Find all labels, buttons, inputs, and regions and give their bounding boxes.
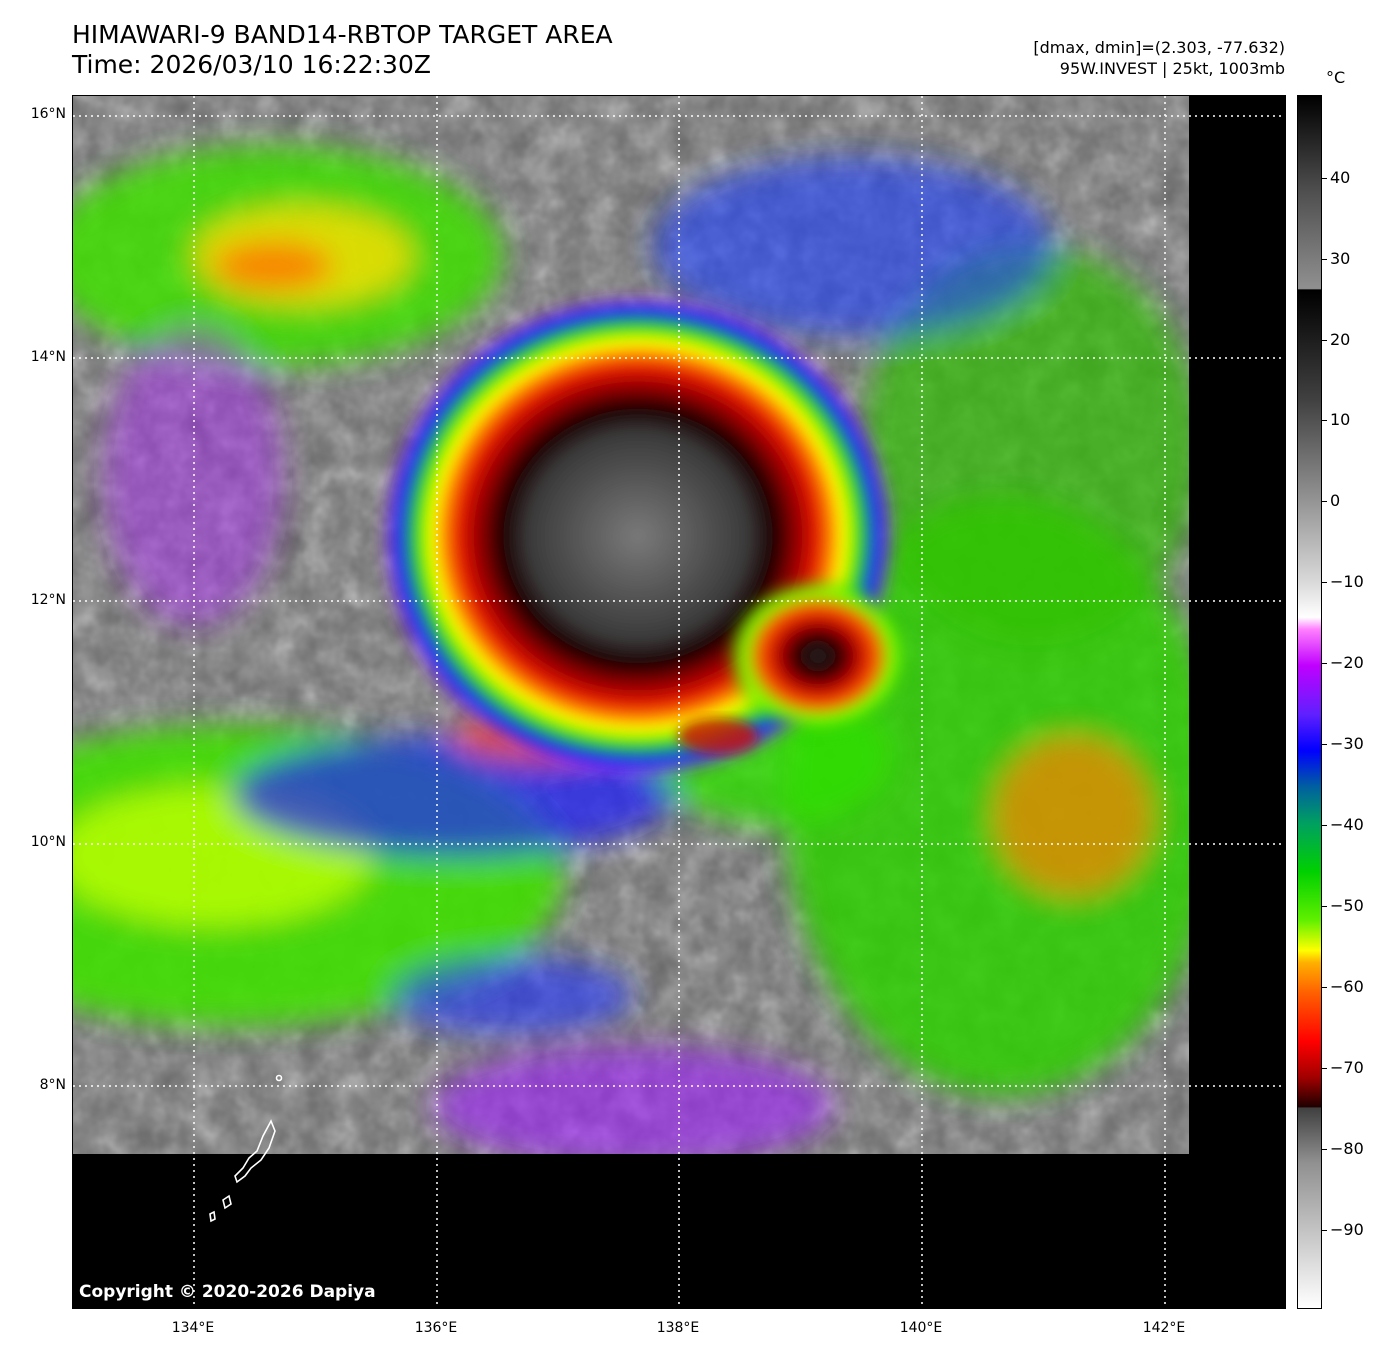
colorbar-label-30: 30 [1330,249,1351,268]
colorbar-tick [1322,1230,1327,1231]
colorbar-unit: °C [1326,68,1346,87]
colorbar-label-minus60: −60 [1330,977,1364,996]
colorbar-tick [1322,987,1327,988]
colorbar-label-10: 10 [1330,410,1351,429]
colorbar-tick [1322,340,1327,341]
colorbar [1297,95,1322,1309]
storm-info: [dmax, dmin]=(2.303, -77.632) 95W.INVEST… [1033,37,1285,79]
colorbar-label-minus50: −50 [1330,896,1364,915]
colorbar-tick [1322,825,1327,826]
lon-label-142: 142°E [1142,1320,1186,1336]
colorbar-label-minus80: −80 [1330,1139,1364,1158]
lat-label-10: 10°N [30,834,66,850]
no-data-right [1189,96,1285,1308]
satellite-map: Copyright © 2020-2026 Dapiya [72,95,1286,1309]
colorbar-tick [1322,906,1327,907]
satellite-imagery [73,96,1285,1308]
colorbar-tick [1322,420,1327,421]
colorbar-label-minus10: −10 [1330,572,1364,591]
colorbar-tick [1322,744,1327,745]
title-line-2: Time: 2026/03/10 16:22:30Z [72,50,431,79]
chart-title: HIMAWARI-9 BAND14-RBTOP TARGET AREA Time… [72,20,613,80]
dmax-dmin-label: [dmax, dmin]=(2.303, -77.632) [1033,38,1285,57]
copyright-notice: Copyright © 2020-2026 Dapiya [79,1282,376,1302]
lat-label-12: 12°N [30,592,66,608]
colorbar-label-20: 20 [1330,330,1351,349]
lon-label-134: 134°E [171,1320,215,1336]
colorbar-label-40: 40 [1330,168,1351,187]
coastline [209,1074,283,1223]
storm-intensity-label: 95W.INVEST | 25kt, 1003mb [1059,59,1285,78]
lon-label-140: 140°E [899,1320,943,1336]
lat-label-8: 8°N [39,1077,66,1093]
colorbar-label-minus40: −40 [1330,815,1364,834]
lon-label-136: 136°E [414,1320,458,1336]
title-line-1: HIMAWARI-9 BAND14-RBTOP TARGET AREA [72,20,613,49]
colorbar-label-0: 0 [1330,491,1341,510]
colorbar-tick [1322,178,1327,179]
colorbar-tick [1322,582,1327,583]
colorbar-label-minus70: −70 [1330,1058,1364,1077]
lon-label-138: 138°E [656,1320,700,1336]
colorbar-label-minus30: −30 [1330,734,1364,753]
lat-label-16: 16°N [30,106,66,122]
graticule [73,96,1285,1308]
colorbar-label-minus90: −90 [1330,1220,1364,1239]
convective-cell [723,576,913,736]
colorbar-tick [1322,663,1327,664]
colorbar-tick [1322,501,1327,502]
colorbar-tick [1322,1149,1327,1150]
colorbar-tick [1322,259,1327,260]
colorbar-label-minus20: −20 [1330,653,1364,672]
colorbar-tick [1322,1068,1327,1069]
lat-label-14: 14°N [30,349,66,365]
convective-cell-small [678,718,758,754]
